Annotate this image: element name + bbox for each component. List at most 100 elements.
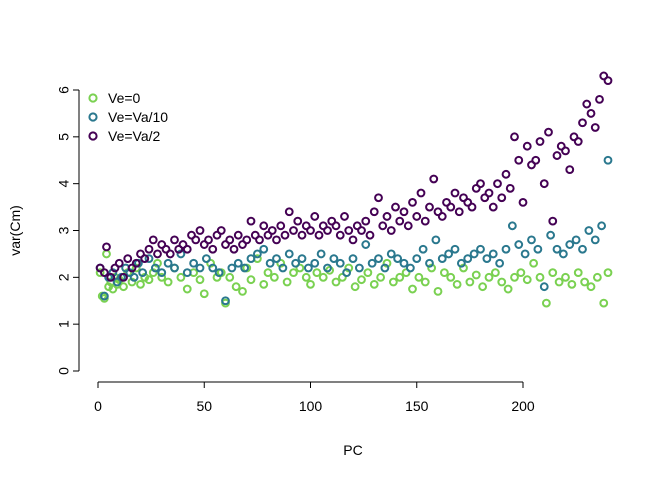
data-point (199, 289, 209, 299)
data-point (482, 254, 492, 264)
data-point (514, 155, 524, 165)
y-tick-label: 3 (56, 226, 72, 234)
data-point (272, 235, 281, 245)
data-point (446, 202, 456, 212)
data-point (369, 279, 379, 289)
series-2 (95, 71, 613, 282)
data-point (348, 254, 358, 264)
data-point (571, 235, 581, 245)
data-point (510, 132, 519, 142)
data-point (157, 240, 167, 249)
data-point (340, 212, 349, 221)
data-point (144, 254, 154, 264)
data-point (201, 254, 211, 264)
data-point (522, 275, 532, 285)
data-point (114, 258, 124, 268)
data-point (267, 226, 277, 235)
data-point (301, 272, 311, 282)
data-point (144, 275, 154, 285)
data-point (278, 263, 288, 273)
data-point (365, 230, 375, 240)
data-point (469, 249, 479, 259)
data-point (131, 258, 141, 268)
legend-marker (88, 131, 98, 141)
data-point (420, 216, 430, 226)
x-tick-label: 200 (511, 398, 535, 414)
data-point (106, 272, 116, 282)
data-point (269, 272, 279, 282)
data-point (529, 258, 539, 268)
data-point (189, 258, 199, 268)
data-point (546, 230, 556, 240)
y-ticks: 0 1 2 3 4 5 6 (56, 86, 79, 375)
data-point (165, 249, 175, 259)
data-point (480, 193, 490, 203)
data-point (127, 263, 137, 273)
data-point (229, 244, 239, 254)
legend-marker (88, 112, 98, 122)
data-point (408, 284, 417, 294)
data-point (212, 230, 222, 240)
data-point (297, 230, 307, 240)
data-point (99, 268, 109, 278)
data-point (420, 277, 430, 287)
data-point (306, 226, 315, 235)
data-point (306, 279, 315, 289)
data-point (437, 212, 447, 221)
data-point (272, 254, 281, 264)
data-point (592, 272, 602, 282)
data-point (323, 226, 332, 235)
data-point (386, 226, 396, 235)
data-point (452, 279, 462, 289)
data-point (233, 258, 243, 268)
data-point (391, 202, 400, 212)
data-point (318, 272, 328, 282)
data-point (386, 249, 396, 259)
data-point (295, 263, 305, 273)
data-point (490, 268, 500, 278)
legend-label: Ve=0 (108, 90, 141, 106)
data-point (565, 165, 575, 175)
data-point (456, 258, 466, 268)
data-point (518, 198, 528, 207)
data-point (376, 272, 386, 282)
data-point (405, 263, 415, 273)
data-point (208, 263, 218, 273)
data-point (212, 272, 222, 282)
data-point (374, 193, 383, 203)
data-point (603, 155, 613, 165)
data-point (108, 284, 118, 294)
y-axis-title: var(Cm) (7, 205, 23, 256)
data-point (301, 221, 311, 231)
x-tick-label: 0 (94, 398, 102, 414)
data-point (259, 244, 269, 254)
data-point (495, 258, 505, 268)
data-point (584, 226, 594, 235)
data-point (554, 277, 564, 287)
data-point (590, 235, 600, 245)
data-point (476, 244, 485, 254)
data-point (252, 249, 262, 259)
data-point (293, 216, 303, 226)
x-ticks: 0 50 100 150 200 (94, 382, 535, 414)
data-point (446, 272, 456, 282)
data-point (108, 268, 118, 278)
data-point (582, 99, 592, 109)
data-point (369, 207, 379, 217)
data-point (378, 221, 388, 231)
data-point (176, 249, 186, 259)
data-point (535, 137, 545, 146)
x-axis-title: PC (343, 442, 362, 458)
data-point (556, 141, 566, 151)
data-point (225, 272, 235, 282)
data-point (501, 169, 511, 179)
data-point (163, 258, 173, 268)
data-point (297, 254, 307, 264)
data-point (276, 258, 286, 268)
data-point (289, 226, 298, 235)
data-point (125, 268, 135, 278)
data-point (231, 282, 241, 292)
data-point (558, 249, 568, 259)
data-point (429, 174, 439, 184)
